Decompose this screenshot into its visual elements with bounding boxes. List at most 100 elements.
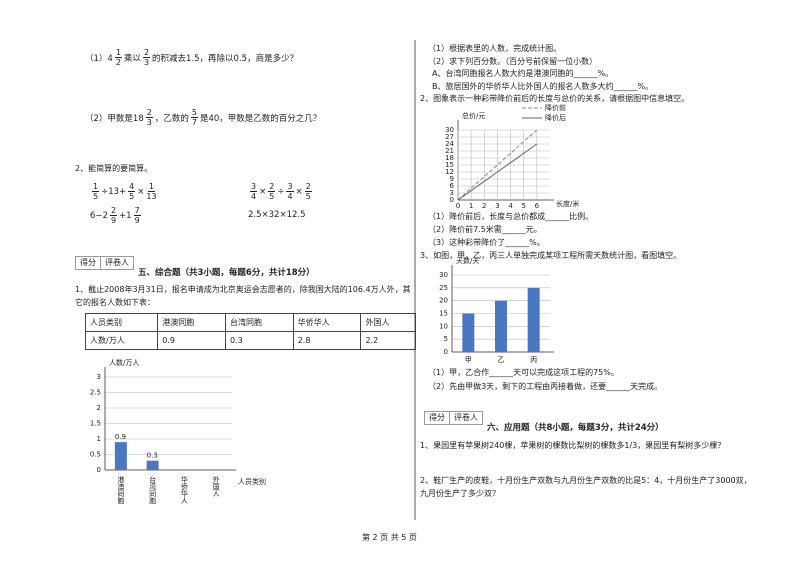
denominator: 3 — [143, 58, 150, 67]
x-tick-label: 1 — [469, 202, 473, 210]
bar — [146, 460, 159, 470]
bar — [114, 442, 127, 470]
denominator: 5 — [129, 192, 135, 201]
question: 2、能简算的要简算。 — [75, 164, 153, 173]
score-label: 得分 — [76, 257, 101, 269]
y-tick-label: 18 — [445, 154, 454, 162]
numerator: 1 — [114, 48, 122, 58]
table-cell: 2.2 — [360, 331, 416, 350]
y-tick-label: 1 — [97, 435, 101, 443]
text-part: × — [137, 186, 145, 197]
table-cell: 0.3 — [224, 331, 294, 350]
y-tick-label: 20 — [439, 297, 448, 305]
y-tick-label: 15 — [445, 161, 454, 169]
table-cell: 人数/万人 — [84, 331, 159, 350]
denominator: 5 — [269, 192, 275, 201]
x-tick-label: 2 — [482, 202, 486, 210]
bar — [495, 300, 507, 352]
numerator: 1 — [147, 182, 156, 192]
numerator: 3 — [286, 182, 294, 192]
denominator: 13 — [146, 192, 157, 201]
y-tick-label: 15 — [439, 310, 448, 318]
value-label: 0.3 — [147, 452, 158, 460]
denominator: 9 — [134, 216, 140, 225]
table-header-cell: 台湾同胞 — [224, 313, 294, 332]
y-tick-label: 9 — [450, 175, 454, 183]
question: 1、果园里有苹果树240棵，苹果树的棵数比梨树的棵数多1/3，果园里有梨树多少棵… — [420, 441, 726, 450]
y-tick-label: 3 — [450, 189, 454, 197]
y-tick-label: 0 — [450, 196, 454, 204]
y-tick-label: 30 — [445, 126, 454, 134]
text-part: 的积减去1.5，再除以0.5，商是多少？ — [152, 53, 299, 64]
y-tick-label: 27 — [445, 133, 454, 141]
y-tick-label: 21 — [445, 147, 454, 155]
table-row: 人数/万人 0.9 0.3 2.8 2.2 — [84, 331, 416, 350]
legend-label: 降价前 — [545, 103, 566, 112]
y-tick-label: 5 — [444, 335, 448, 343]
text-part: +1 — [119, 210, 132, 221]
question: （2）先由甲做3天，剩下的工程由丙接着做，还要______天完成。 — [428, 382, 663, 391]
question: 它的报名人数如下表： — [75, 298, 155, 307]
table-header-cell: 华侨华人 — [292, 313, 362, 332]
grader-label: 评卷人 — [454, 413, 478, 422]
y-axis-label: 总价/元 — [462, 111, 485, 120]
section-title: 五、综合题（共3小题，每题6分，共计18分） — [138, 268, 315, 278]
y-tick-label: 0.5 — [90, 451, 101, 459]
x-tick-label: 乙 — [498, 356, 505, 364]
numerator: 2 — [304, 182, 312, 192]
denominator: 7 — [191, 118, 197, 127]
numerator: 1 — [92, 182, 100, 192]
y-tick-label: 25 — [439, 284, 448, 292]
page-footer: 第 2 页 共 5 页 — [362, 533, 417, 542]
text-part: ÷13+ — [101, 186, 127, 197]
expression: 2.5×32×12.5 — [248, 210, 306, 220]
table-cell: 0.9 — [157, 331, 226, 350]
line-series — [457, 143, 538, 201]
x-axis-label: 长度/米 — [556, 199, 579, 208]
score-label: 得分 — [425, 412, 450, 424]
text-part: （1）4 — [85, 53, 113, 64]
question: （2）甲数是18 2 3 ，乙数的 5 7 是40，甲数是乙数的百分之几？ — [85, 108, 321, 127]
question: 1、截止2008年3月31日，报名申请成为北京奥运会志愿者的，除我国大陆的106… — [75, 285, 411, 294]
fraction: 1 13 — [146, 182, 156, 201]
denominator: 9 — [110, 216, 117, 225]
chart-days: 0 5 10 15 20 25 30 天数/天甲 乙 丙 — [439, 256, 554, 364]
y-tick-label: 3 — [97, 373, 101, 381]
numerator: 2 — [268, 182, 276, 192]
denominator: 3 — [146, 118, 152, 127]
text-part: 2.5×32×12.5 — [248, 210, 306, 220]
x-tick-label: 外国人 — [212, 475, 220, 497]
numerator: 3 — [250, 182, 258, 192]
x-tick-label: 台湾同胞 — [149, 475, 157, 505]
numerator: 7 — [133, 206, 141, 216]
y-tick-label: 10 — [439, 322, 448, 330]
x-tick-label: 丙 — [530, 356, 537, 364]
section-title: 六、应用题（共8小题，每题3分，共计24分） — [487, 423, 664, 433]
x-tick-label: 华侨华人 — [180, 475, 188, 504]
y-tick-label: 2.5 — [90, 389, 101, 397]
bar — [527, 287, 540, 352]
denominator: 2 — [115, 58, 121, 67]
y-tick-label: 12 — [445, 168, 454, 176]
x-tick-label: 5 — [521, 202, 525, 210]
expression: 1 5 ÷13+ 4 5 × 1 13 — [90, 182, 159, 201]
text-part: × — [259, 186, 267, 197]
question: （1）甲，乙合作______天可以完成这项工程的75%。 — [428, 368, 619, 377]
bar — [462, 313, 475, 352]
table-header-cell: 人员类别 — [84, 313, 159, 332]
text-part: 是40，甲数是乙数的百分之几？ — [199, 113, 322, 124]
score-box: 得分 评卷人 — [424, 411, 483, 425]
y-tick-label: 6 — [450, 182, 455, 190]
